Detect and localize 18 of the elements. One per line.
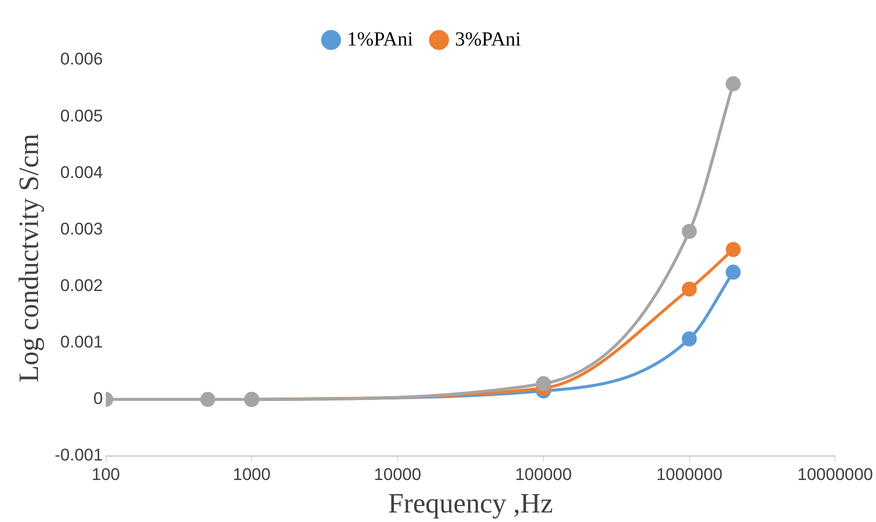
x-tick-label: 1000000: [656, 464, 722, 484]
x-tick-label: 10000000: [797, 464, 873, 484]
x-tick-label: 100000: [515, 464, 572, 484]
y-axis-title: Log conductvity S/cm: [14, 133, 46, 382]
y-tick-label: 0.003: [60, 219, 103, 238]
y-tick-label: 0.004: [60, 162, 103, 182]
x-tick-label: 100: [92, 464, 120, 484]
y-tick-label: 0.005: [60, 106, 103, 126]
y-tick-label: 0.002: [60, 276, 103, 295]
x-tick-label: 1000: [232, 464, 271, 484]
legend-label: 3%PAni: [455, 28, 522, 50]
y-tick-label: 0.001: [60, 332, 103, 352]
x-axis-title: Frequency ,Hz: [388, 488, 553, 520]
legend-label: 1%PAni: [347, 28, 414, 50]
x-tick-label: 10000: [374, 464, 422, 484]
y-tick-label: -0.001: [54, 446, 103, 465]
y-tick-label: 0.006: [60, 50, 103, 69]
y-tick-label: 0: [93, 389, 103, 408]
